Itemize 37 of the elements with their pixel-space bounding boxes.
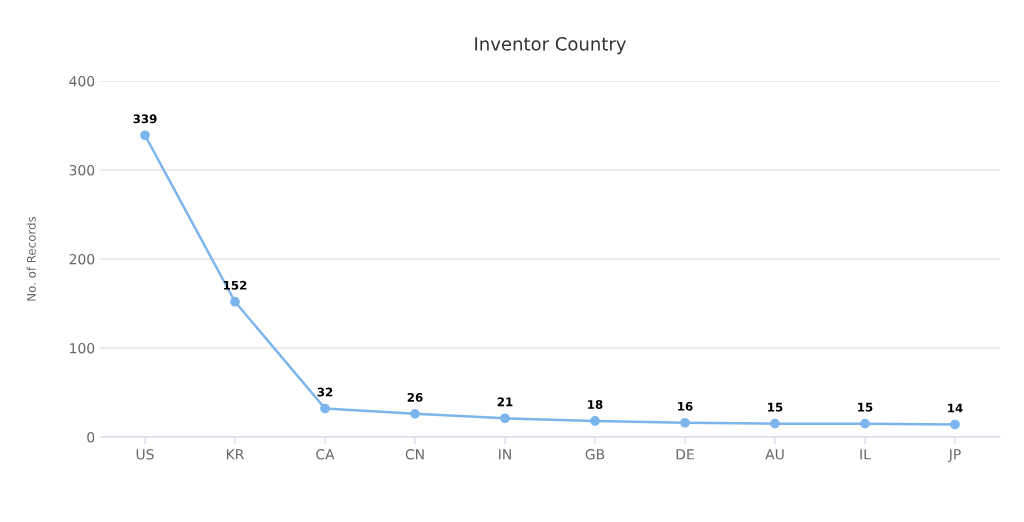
y-tick-label: 300 (69, 164, 95, 176)
data-label: 339 (133, 114, 157, 124)
x-tick-label: CA (316, 449, 335, 460)
point (770, 418, 780, 429)
x-tick-label: IL (860, 449, 871, 460)
point (860, 418, 870, 429)
y-tick-label: 100 (70, 342, 95, 354)
data-label: 15 (858, 402, 873, 412)
data-label: 15 (768, 402, 783, 412)
point (950, 419, 960, 430)
x-tick-label: CN (405, 449, 424, 460)
point (230, 296, 240, 307)
point (680, 417, 690, 428)
x-tick-label: US (136, 449, 154, 460)
x-tick-label: DE (676, 449, 694, 460)
point (320, 403, 330, 414)
data-label: 152 (224, 280, 247, 290)
y-axis-title: No. of Records (26, 216, 36, 301)
x-tick-label: IN (499, 449, 511, 460)
point (410, 408, 420, 419)
y-tick-label: 200 (69, 253, 95, 265)
x-tick-label: AU (765, 449, 784, 460)
chart-title: Inventor Country (475, 37, 626, 55)
data-label: 16 (678, 401, 693, 411)
data-label: 18 (588, 400, 603, 409)
y-tick-label: 400 (69, 75, 95, 87)
point (500, 413, 510, 424)
y-tick-label: 0 (87, 431, 95, 443)
data-label: 21 (497, 397, 513, 407)
data-label: 26 (407, 392, 423, 402)
point (140, 130, 150, 141)
data-label: 14 (948, 403, 963, 413)
x-tick-label: KR (226, 449, 244, 460)
x-tick-label: JP (948, 449, 961, 463)
x-tick-label: GB (585, 449, 605, 460)
point (590, 416, 600, 426)
data-label: 32 (317, 387, 333, 397)
